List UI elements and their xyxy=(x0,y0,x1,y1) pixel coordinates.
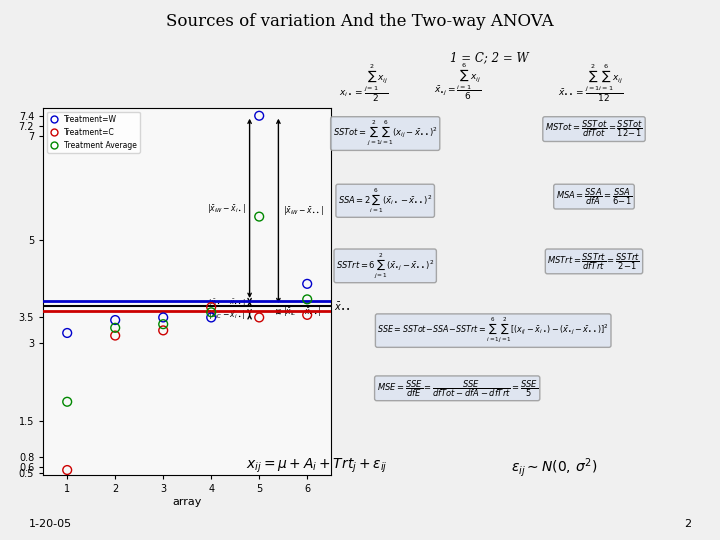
Text: $|\bar{x}_{iL}-\bar{x}_{\bullet\bullet}|$: $|\bar{x}_{iL}-\bar{x}_{\bullet\bullet}|… xyxy=(283,305,322,318)
Legend: Treatment=W, Treatment=C, Treatment Average: Treatment=W, Treatment=C, Treatment Aver… xyxy=(47,112,140,153)
Point xyxy=(253,111,265,120)
Text: $MSA=\dfrac{SSA}{dfA}=\dfrac{SSA}{6\!-\!1}$: $MSA=\dfrac{SSA}{dfA}=\dfrac{SSA}{6\!-\!… xyxy=(556,186,632,207)
Text: $|\bar{x}_{iW}-\bar{x}_{i\bullet}|$: $|\bar{x}_{iW}-\bar{x}_{i\bullet}|$ xyxy=(207,202,246,215)
Point xyxy=(109,331,121,340)
Text: $|\bar{x}_{iW}-\bar{x}_{\bullet\bullet}|$: $|\bar{x}_{iW}-\bar{x}_{\bullet\bullet}|… xyxy=(283,205,324,218)
Text: $|\bar{x}_{i\bullet}-\bar{x}_{\bullet\bullet}|$: $|\bar{x}_{i\bullet}-\bar{x}_{\bullet\bu… xyxy=(208,298,246,309)
Text: 1-20-05: 1-20-05 xyxy=(29,519,72,529)
Text: $x_{ij}=\mu+A_i+Trt_j+\varepsilon_{ij}$: $x_{ij}=\mu+A_i+Trt_j+\varepsilon_{ij}$ xyxy=(246,456,387,475)
Point xyxy=(205,303,217,312)
Point xyxy=(302,280,313,288)
Text: $SSTrt=6\sum_{j=1}^{2}(\bar{x}_{\bullet j}-\bar{x}_{\bullet\bullet})^2$: $SSTrt=6\sum_{j=1}^{2}(\bar{x}_{\bullet … xyxy=(336,251,434,281)
Text: $\bar{x}_{\bullet\bullet}=\dfrac{\sum_{j=1}^{2}\sum_{i=1}^{6}x_{ij}}{12}$: $\bar{x}_{\bullet\bullet}=\dfrac{\sum_{j… xyxy=(558,62,623,104)
Text: $\varepsilon_{ij}\sim N(0,\,\sigma^2)$: $\varepsilon_{ij}\sim N(0,\,\sigma^2)$ xyxy=(511,456,598,479)
Point xyxy=(302,310,313,319)
Text: $MSTot=\dfrac{SSTot}{dfTot}=\dfrac{SSTot}{12\!-\!1}$: $MSTot=\dfrac{SSTot}{dfTot}=\dfrac{SSTot… xyxy=(545,119,643,139)
Point xyxy=(302,295,313,303)
Point xyxy=(109,316,121,325)
Text: $|\bar{x}_{iC}-\bar{x}_{i\bullet}|$: $|\bar{x}_{iC}-\bar{x}_{i\bullet}|$ xyxy=(208,308,246,321)
Point xyxy=(61,465,73,474)
Point xyxy=(158,326,169,335)
Text: $SSTot=\sum_{j=1}^{2}\sum_{i=1}^{6}(x_{ij}-\bar{x}_{\bullet\bullet})^2$: $SSTot=\sum_{j=1}^{2}\sum_{i=1}^{6}(x_{i… xyxy=(333,119,438,148)
Text: $\bar{x}_{\bullet j}=\dfrac{\sum_{i=1}^{6}x_{ij}}{6}$: $\bar{x}_{\bullet j}=\dfrac{\sum_{i=1}^{… xyxy=(433,62,481,102)
Point xyxy=(205,308,217,316)
Text: $SSA=2\sum_{i=1}^{6}(\bar{x}_{i\bullet}-\bar{x}_{\bullet\bullet})^2$: $SSA=2\sum_{i=1}^{6}(\bar{x}_{i\bullet}-… xyxy=(338,186,433,215)
Point xyxy=(158,320,169,328)
Point xyxy=(205,313,217,322)
Point xyxy=(158,313,169,322)
Point xyxy=(109,323,121,332)
Point xyxy=(61,329,73,338)
X-axis label: array: array xyxy=(173,497,202,507)
Text: $x_{i\bullet}=\dfrac{\sum_{j=1}^{2}x_{ij}}{2}$: $x_{i\bullet}=\dfrac{\sum_{j=1}^{2}x_{ij… xyxy=(339,62,388,104)
Text: $\bar{x}_{\bullet\bullet}$: $\bar{x}_{\bullet\bullet}$ xyxy=(333,300,351,312)
Point xyxy=(61,397,73,406)
Text: 2: 2 xyxy=(684,519,691,529)
Point xyxy=(253,313,265,322)
Point xyxy=(253,212,265,221)
Text: Sources of variation And the Two-way ANOVA: Sources of variation And the Two-way ANO… xyxy=(166,14,554,30)
Text: $SSE=SSTot\!-\!SSA\!-\!SSTrt=\sum_{i=1}^{6}\sum_{j=1}^{2}[(x_{ij}-\bar{x}_{i\bul: $SSE=SSTot\!-\!SSA\!-\!SSTrt=\sum_{i=1}^… xyxy=(377,316,609,345)
Text: $MSE=\dfrac{SSE}{dfE}=\dfrac{SSE}{dfTot-dfA-dfTrt}=\dfrac{SSE}{5}$: $MSE=\dfrac{SSE}{dfE}=\dfrac{SSE}{dfTot-… xyxy=(377,378,538,399)
Text: 1 = C; 2 = W: 1 = C; 2 = W xyxy=(450,51,529,64)
Text: $MSTrt=\dfrac{SSTrt}{dfTrt}=\dfrac{SSTrt}{2\!-\!1}$: $MSTrt=\dfrac{SSTrt}{dfTrt}=\dfrac{SSTrt… xyxy=(547,251,641,272)
